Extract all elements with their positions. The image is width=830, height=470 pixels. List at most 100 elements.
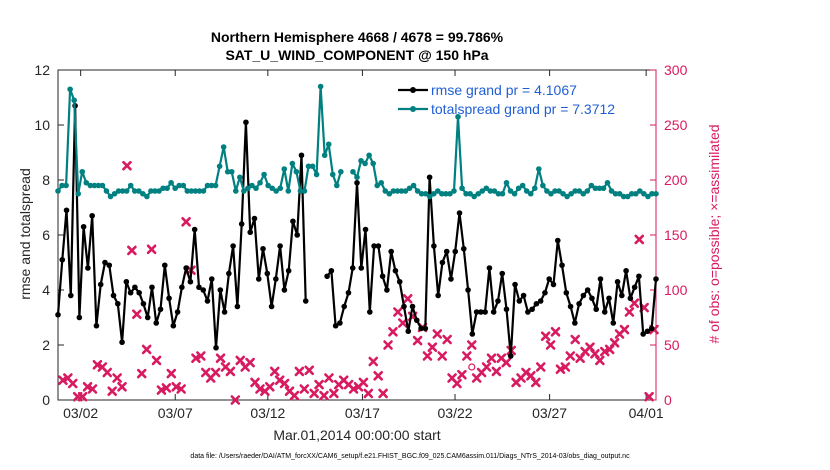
totalspread-point [354,174,360,181]
totalspread-point [338,168,344,175]
totalspread-point [645,193,651,200]
rmse-point [123,278,130,285]
obs-assimilated-point [619,324,630,335]
totalspread-point [119,188,126,194]
obs-assimilated-point [107,386,117,396]
obs-assimilated-point [570,334,581,345]
totalspread-point [378,179,385,186]
totalspread-point [164,185,170,192]
x-axis: 03/02 03/07 03/12 03/17 03/22 03/27 04/01 [63,70,664,421]
obs-assimilated-point [358,377,369,388]
y-axis-right: 0 50 100 150 200 250 300 [650,62,688,408]
footer-data-file: data file: /Users/raeder/DAI/ATM_forcXX/… [190,453,630,460]
obs-assimilated-point [398,318,408,328]
rmse-point [264,270,271,277]
rmse-point [572,320,578,326]
rmse-point [499,270,506,277]
totalspread-point [435,188,441,194]
totalspread-point [253,185,259,192]
obs-assimilated-point [486,353,497,363]
obs-assimilated-point [77,391,88,402]
rmse-point [439,259,446,266]
totalspread-point [285,188,292,194]
rmse-point [324,273,330,280]
obs-assimilated-point [457,369,467,380]
totalspread-point [604,179,611,186]
totalspread-point [418,190,425,197]
totalspread-point [398,188,405,194]
rmse-point [448,276,454,282]
totalspread-point [289,160,296,167]
totalspread-point [325,141,332,148]
rmse-point [119,339,125,346]
totalspread-point [447,190,453,197]
rmse-point [627,295,634,302]
obs-assimilated-point [191,353,201,363]
rmse-point [516,298,523,304]
rmse-point [580,292,587,299]
rmse-point [358,265,365,271]
obs-assimilated-point [388,327,398,337]
totalspread-point [527,190,534,197]
totalspread-point [75,190,82,197]
totalspread-point [249,182,255,189]
totalspread-point [297,188,304,194]
rmse-point [367,309,373,315]
rmse-point [546,276,553,282]
obs-assimilated-point [402,294,413,304]
rmse-point [388,248,394,255]
obs-assimilated-point [67,378,78,389]
rmse-point [161,262,168,269]
totalspread-point [596,185,603,192]
obs-assimilated-point [210,367,221,378]
obs-assimilated-point [255,384,265,394]
totalspread-point [59,182,65,189]
totalspread-point [269,185,275,192]
y-tick-label: 10 [34,117,50,133]
obs-assimilated-point [225,366,236,377]
obs-assimilated-point [196,351,206,361]
totalspread-point [515,185,522,192]
y-axis-label-left: rmse and totalspread [17,168,33,300]
obs-assimilated-point [324,373,334,383]
obs-assimilated-point [304,365,315,376]
totalspread-point [265,182,271,189]
rmse-point [640,331,646,337]
totalspread-point [523,188,530,194]
totalspread-point [184,188,191,194]
totalspread-point [99,182,106,189]
totalspread-point [439,190,445,197]
rmse-point [392,267,399,274]
totalspread-point [410,182,417,189]
totalspread-point [584,188,591,194]
rmse-point [230,243,236,249]
rmse-point [418,325,424,332]
rmse-point [482,309,488,315]
y-tick-label: 8 [42,172,50,188]
rmse-point [537,298,544,304]
y-right-tick-label: 100 [664,282,688,298]
rmse-point [183,265,189,271]
obs-assimilated-point [422,351,433,361]
plot-area [57,69,657,401]
rmse-point [349,265,356,271]
totalspread-point [245,185,251,192]
obs-assimilated-point [127,245,137,256]
totalspread-point [443,190,449,197]
obs-assimilated-point [481,362,492,372]
totalspread-point [370,160,376,167]
rmse-point [157,306,164,313]
obs-assimilated-point [314,379,324,390]
chart-title: Northern Hemisphere 4668 / 4678 = 99.786… [211,29,504,45]
obs-assimilated-point [294,366,305,377]
obs-assimilated-point [531,377,541,388]
rmse-point [379,273,386,280]
legend-marker [410,87,416,93]
legend-marker [410,106,416,112]
rmse-point [187,278,194,285]
totalspread-point [548,190,554,197]
totalspread-point [152,188,158,194]
rmse-point [166,295,172,302]
obs-assimilated-point [412,335,423,346]
rmse-point [337,320,343,326]
